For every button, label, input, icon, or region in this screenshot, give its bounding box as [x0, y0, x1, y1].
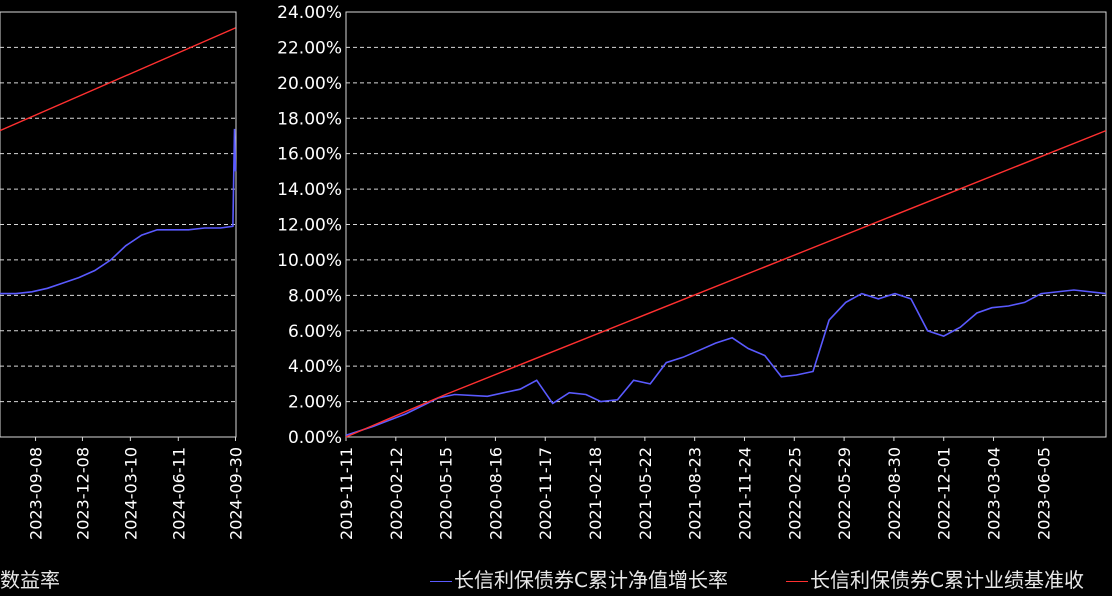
x-tick-label: 2023-12-08	[73, 447, 92, 540]
main-chart-panel: 0.00% 2.00% 4.00% 6.00% 8.00% 10.00% 12.00% 14.…	[277, 3, 1107, 540]
x-tick-label: 2021-02-18	[586, 447, 605, 540]
x-tick-label: 2022-05-29	[835, 447, 854, 540]
nav-growth-line	[345, 289, 1107, 436]
plot-frame	[0, 11, 237, 438]
x-tick-label: 2024-03-10	[121, 447, 140, 540]
benchmark-line	[0, 27, 236, 132]
legend-benchmark: 长信利保债券C累计业绩基准收	[786, 568, 1084, 592]
y-tick-label: 8.00%	[288, 286, 342, 306]
y-tick-label: 14.00%	[277, 180, 342, 200]
x-tick-label: 2020-05-15	[437, 447, 456, 540]
y-tick-label: 0.00%	[288, 428, 342, 448]
legend-nav-label: 长信利保债券C累计净值增长率	[454, 568, 728, 592]
legend-nav-swatch	[430, 581, 452, 582]
x-tick-label: 2024-06-11	[169, 447, 188, 540]
y-tick-label: 6.00%	[288, 322, 342, 342]
y-tick-label: 22.00%	[277, 38, 342, 58]
y-tick-label: 18.00%	[277, 109, 342, 129]
x-tick-label: 2024-09-30	[226, 447, 245, 540]
x-tick-label: 2020-08-16	[486, 447, 505, 540]
x-tick-label: 2022-08-30	[885, 447, 904, 540]
nav-growth-line	[0, 128, 237, 295]
plot-frame	[345, 11, 1107, 438]
x-tick-label: 2021-11-24	[735, 447, 754, 540]
x-tick-label: 2022-12-01	[935, 447, 954, 540]
legend-benchmark-label: 长信利保债券C累计业绩基准收	[810, 568, 1084, 592]
y-tick-label: 24.00%	[277, 3, 342, 23]
left-chart-panel: 2023-09-08 2023-12-08 2024-03-10 2024-06-11…	[0, 11, 245, 540]
y-tick-label: 16.00%	[277, 145, 342, 165]
x-tick-label: 2023-06-05	[1034, 447, 1053, 540]
y-tick-label: 10.00%	[277, 251, 342, 271]
x-tick-label: 2021-08-23	[686, 447, 705, 540]
x-tick-label: 2021-05-22	[636, 447, 655, 540]
y-tick-label: 4.00%	[288, 357, 342, 377]
x-tick-label: 2023-09-08	[27, 447, 46, 540]
legend-left-fragment: 数益率	[0, 568, 60, 592]
x-tick-label: 2020-11-17	[536, 447, 555, 540]
benchmark-line	[345, 129, 1107, 438]
y-tick-label: 12.00%	[277, 216, 342, 236]
legend-nav: 长信利保债券C累计净值增长率	[430, 568, 728, 592]
legend-left-label: 数益率	[0, 568, 60, 592]
y-tick-label: 2.00%	[288, 393, 342, 413]
legend-benchmark-swatch	[786, 581, 808, 582]
y-tick-label: 20.00%	[277, 74, 342, 94]
x-tick-label: 2023-03-04	[985, 447, 1004, 540]
x-tick-label: 2022-02-25	[785, 447, 804, 540]
x-tick-label: 2019-11-11	[337, 447, 356, 540]
x-tick-label: 2020-02-12	[387, 447, 406, 540]
